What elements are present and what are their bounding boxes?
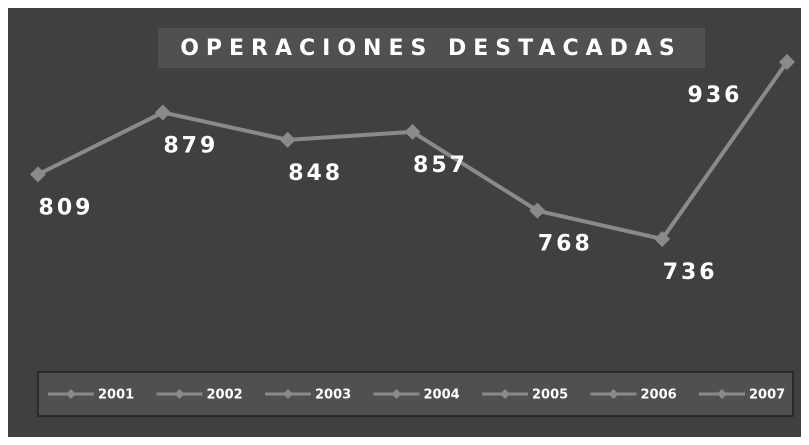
data-label: 879 bbox=[163, 133, 218, 158]
legend-label: 2005 bbox=[532, 388, 568, 403]
title-box bbox=[158, 28, 705, 68]
point-marker bbox=[154, 104, 171, 121]
chart-background bbox=[8, 8, 801, 437]
data-label: 936 bbox=[688, 83, 743, 108]
legend-marker bbox=[283, 389, 293, 399]
point-marker bbox=[279, 131, 296, 148]
legend-marker bbox=[391, 389, 402, 399]
data-label: 857 bbox=[413, 153, 468, 178]
data-label: 736 bbox=[663, 260, 718, 285]
legend-marker bbox=[500, 389, 510, 399]
legend-label: 2003 bbox=[315, 388, 351, 403]
data-label: 848 bbox=[288, 161, 343, 186]
legend-label: 2002 bbox=[207, 388, 243, 403]
legend-marker bbox=[66, 389, 76, 399]
legend-label: 2007 bbox=[749, 388, 785, 403]
legend-marker bbox=[174, 389, 185, 399]
legend-marker bbox=[608, 389, 619, 399]
point-marker bbox=[404, 123, 421, 140]
point-marker bbox=[654, 231, 671, 247]
legend-marker bbox=[717, 389, 727, 399]
point-marker bbox=[529, 202, 546, 219]
data-label: 809 bbox=[39, 195, 94, 220]
point-marker bbox=[779, 54, 795, 70]
legend-label: 2004 bbox=[424, 388, 460, 403]
data-label: 768 bbox=[538, 232, 593, 257]
point-marker bbox=[30, 166, 46, 183]
legend-label: 2006 bbox=[641, 388, 677, 403]
chart-title: OPERACIONES DESTACADAS bbox=[180, 36, 682, 61]
legend-label: 2001 bbox=[98, 388, 134, 403]
